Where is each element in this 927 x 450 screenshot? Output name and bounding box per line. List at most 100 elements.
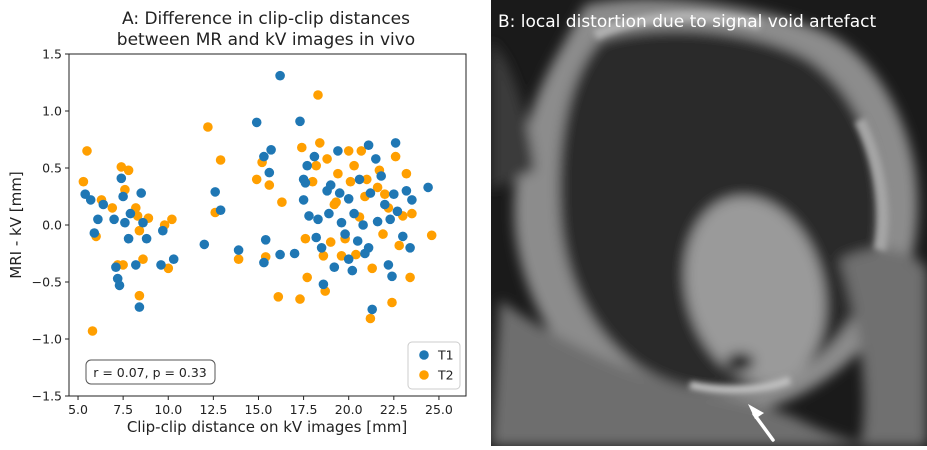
- data-point-t1: [407, 195, 417, 205]
- data-point-t1: [118, 191, 128, 202]
- data-point-t2: [87, 326, 98, 336]
- data-point-t2: [163, 263, 174, 274]
- data-point-t2: [118, 260, 128, 270]
- data-point-t2: [407, 208, 417, 219]
- data-point-t2: [331, 197, 341, 207]
- data-point-t2: [264, 180, 275, 190]
- data-point-t1: [325, 180, 336, 190]
- x-tick-label: 5.0: [68, 402, 88, 417]
- x-axis-ticks: 5.0 7.5 10.0 12.5 15.0 17.5 20.0 22.5 25.0: [68, 396, 453, 417]
- data-point-t1: [390, 138, 401, 148]
- data-point-t1: [316, 243, 327, 253]
- data-point-t2: [426, 230, 437, 241]
- y-axis-label: MRI - kV [mm]: [7, 171, 25, 278]
- data-point-t2: [351, 249, 361, 260]
- data-point-t1: [259, 257, 269, 268]
- data-point-t2: [82, 146, 92, 156]
- data-point-t1: [405, 243, 415, 253]
- x-tick-label: 7.5: [113, 402, 133, 417]
- data-point-t1: [120, 217, 130, 228]
- data-point-t2: [273, 292, 284, 302]
- y-tick-label: 0.5: [42, 161, 62, 176]
- data-point-t2: [302, 272, 313, 283]
- data-point-t2: [116, 162, 127, 172]
- panel-a-scatter-chart: A: Difference in clip-clip distances bet…: [7, 9, 467, 436]
- data-point-t1: [392, 206, 403, 217]
- data-point-t2: [307, 176, 318, 187]
- data-point-t1: [260, 235, 271, 245]
- y-tick-label: −0.5: [32, 275, 62, 290]
- data-point-t2: [233, 254, 244, 264]
- data-point-t1: [233, 245, 244, 255]
- data-point-t1: [313, 214, 323, 225]
- data-point-t1: [347, 265, 358, 276]
- x-tick-label: 25.0: [425, 402, 453, 417]
- data-point-t1: [398, 231, 408, 242]
- data-point-t2: [203, 122, 213, 132]
- data-point-t2: [300, 233, 311, 244]
- y-tick-label: 1.5: [42, 47, 62, 62]
- data-point-t1: [334, 188, 345, 198]
- data-point-t1: [387, 271, 397, 282]
- data-point-t2: [378, 229, 388, 239]
- data-point-t1: [251, 117, 262, 128]
- y-tick-label: −1.0: [32, 332, 62, 347]
- mr-image-tissue: [491, 0, 927, 446]
- legend-label-t2: T2: [437, 368, 454, 383]
- data-point-t1: [85, 195, 96, 205]
- data-point-t2: [311, 160, 322, 171]
- data-point-t1: [401, 186, 412, 196]
- data-point-t1: [275, 70, 285, 81]
- mr-image-highlights: [592, 11, 890, 394]
- data-point-t1: [380, 199, 390, 210]
- data-point-t1: [168, 254, 179, 264]
- data-point-t1: [275, 249, 285, 260]
- data-point-t1: [367, 304, 378, 315]
- panel-b-mr-image: B: local distortion due to signal void a…: [491, 0, 927, 446]
- data-point-t1: [343, 254, 354, 264]
- data-point-t2: [138, 254, 148, 264]
- data-point-t2: [365, 313, 376, 324]
- data-point-t1: [363, 243, 374, 253]
- x-tick-label: 15.0: [245, 402, 273, 417]
- data-point-t1: [289, 248, 300, 259]
- data-point-t2: [325, 237, 336, 247]
- y-tick-label: 1.0: [42, 104, 62, 119]
- data-point-t2: [132, 211, 143, 221]
- data-point-t1: [141, 233, 152, 244]
- data-point-t1: [298, 195, 309, 205]
- data-point-t2: [167, 214, 177, 225]
- stats-annotation-text: r = 0.07, p = 0.33: [93, 365, 207, 380]
- data-point-t2: [390, 151, 401, 162]
- data-point-t1: [266, 145, 276, 155]
- data-point-t1: [109, 214, 119, 225]
- data-point-t1: [358, 220, 368, 230]
- data-point-t1: [136, 188, 146, 198]
- x-tick-label: 20.0: [335, 402, 363, 417]
- data-point-t2: [295, 294, 305, 304]
- data-point-t2: [134, 290, 145, 301]
- data-point-t2: [315, 138, 325, 148]
- data-point-t1: [352, 236, 363, 246]
- data-point-t1: [138, 217, 148, 228]
- data-point-t2: [333, 168, 343, 179]
- data-point-t1: [199, 239, 210, 250]
- data-point-t1: [259, 151, 269, 162]
- y-axis-ticks: −1.5 −1.0 −0.5 0.0 0.5 1.0 1.5: [32, 47, 69, 404]
- data-point-t1: [423, 182, 433, 193]
- data-point-t2: [387, 297, 397, 308]
- x-tick-label: 22.5: [380, 402, 408, 417]
- legend-marker-t2: [419, 370, 429, 380]
- stats-annotation: r = 0.07, p = 0.33: [85, 359, 216, 385]
- data-point-t1: [116, 173, 127, 184]
- data-point-t1: [340, 229, 350, 239]
- data-point-t1: [114, 280, 125, 291]
- data-point-t1: [333, 146, 343, 156]
- data-point-t1: [89, 228, 100, 238]
- data-point-t2: [318, 251, 329, 261]
- data-point-t2: [343, 146, 354, 156]
- chart-title-line-1: A: Difference in clip-clip distances: [122, 9, 410, 29]
- data-point-t2: [251, 174, 262, 185]
